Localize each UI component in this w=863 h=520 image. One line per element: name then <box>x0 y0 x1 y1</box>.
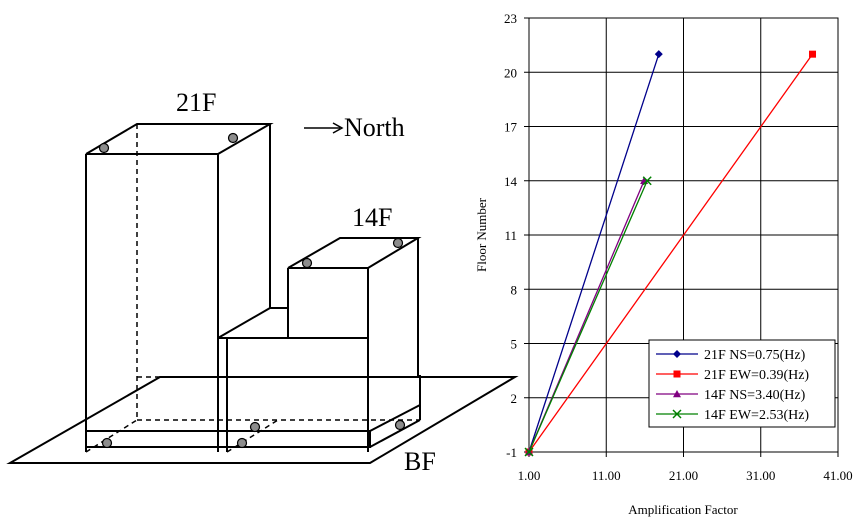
legend-entry: 21F NS=0.75(Hz) <box>656 348 806 363</box>
y-tick-label: 23 <box>504 11 517 26</box>
hidden-edges <box>85 124 420 453</box>
y-tick-label: 14 <box>504 174 518 189</box>
sensor-markers <box>98 132 406 449</box>
y-tick-label: -1 <box>506 445 517 460</box>
legend: 21F NS=0.75(Hz) 21F EW=0.39(Hz) 14F NS=3.4… <box>648 339 836 428</box>
y-tick-label: 8 <box>511 282 518 297</box>
legend-label: 21F NS=0.75(Hz) <box>704 348 806 363</box>
series-marker-triangle <box>673 390 681 398</box>
series-marker-square <box>809 50 817 58</box>
series-line <box>528 53 660 453</box>
base-plate <box>6 376 519 464</box>
x-tick-labels: 1.00 11.00 21.00 31.00 41.00 <box>518 468 853 483</box>
label-bf: BF <box>404 447 436 476</box>
y-tick-label: 11 <box>504 228 517 243</box>
y-tick-label: 5 <box>511 337 518 352</box>
legend-label: 14F EW=2.53(Hz) <box>704 408 809 423</box>
series-marker-diamond <box>654 50 663 59</box>
series-marker-x-stroke <box>642 176 652 186</box>
y-tick-labels: -1 2 5 8 11 14 17 20 23 <box>504 11 518 460</box>
x-tick-label: 11.00 <box>592 468 621 483</box>
series-x <box>524 176 652 457</box>
chart: 1.00 11.00 21.00 31.00 41.00 -1 2 5 8 11 14 17 20 23… <box>474 11 853 517</box>
series-marker-square <box>673 370 681 378</box>
y-tick-label: 17 <box>504 120 518 135</box>
y-tick-label: 2 <box>511 391 518 406</box>
x-tick-label: 31.00 <box>746 468 775 483</box>
legend-label: 14F NS=3.40(Hz) <box>704 388 806 403</box>
x-tick-label: 21.00 <box>669 468 698 483</box>
legend-entry: 21F EW=0.39(Hz) <box>656 368 809 383</box>
legend-entry: 14F NS=3.40(Hz) <box>656 388 806 403</box>
series-marker-x <box>524 447 534 457</box>
sensor-dot <box>394 419 406 431</box>
low-step-top <box>217 307 289 339</box>
base-slab-right-bottom <box>369 419 421 448</box>
x-tick-label: 1.00 <box>518 468 541 483</box>
sensor-dot <box>392 237 404 249</box>
legend-entry: 14F EW=2.53(Hz) <box>656 408 809 423</box>
north-arrow-head <box>332 122 344 134</box>
series-triangle <box>525 176 649 456</box>
label-21f: 21F <box>176 88 216 117</box>
sensor-dot <box>249 421 261 433</box>
y-axis-title: Floor Number <box>474 197 489 272</box>
series-layer <box>524 50 817 457</box>
sensor-dot <box>98 142 110 154</box>
series-diamond <box>525 50 663 456</box>
sensor-dot <box>101 437 113 449</box>
x-axis-title: Amplification Factor <box>628 502 738 517</box>
sensor-dot <box>227 132 239 144</box>
series-line <box>528 180 648 453</box>
plot-frame <box>528 17 839 453</box>
x-tick-label: 41.00 <box>823 468 852 483</box>
sensor-dot <box>236 437 248 449</box>
series-marker-x-stroke <box>524 447 534 457</box>
series-line <box>528 53 814 453</box>
y-tick-label: 20 <box>504 65 517 80</box>
north-label: North <box>344 113 405 142</box>
label-14f: 14F <box>352 203 392 232</box>
legend-label: 21F EW=0.39(Hz) <box>704 368 809 383</box>
series-marker-x-stroke <box>672 409 682 419</box>
building-diagram <box>6 122 519 464</box>
series-marker-x <box>672 409 682 419</box>
sensor-dot <box>301 257 313 269</box>
series-marker-diamond <box>673 350 681 358</box>
base-slab-right-top <box>369 404 421 432</box>
tower-21f-top <box>85 123 274 155</box>
series-marker-x <box>642 176 652 186</box>
